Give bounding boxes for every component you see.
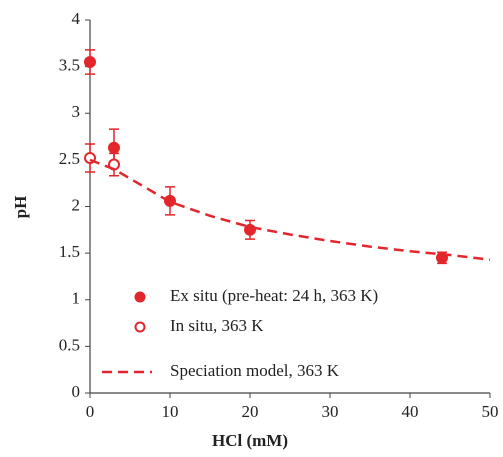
x-axis-label: HCl (mM) [212, 431, 288, 450]
x-tick-label: 0 [86, 402, 95, 421]
y-tick-label: 4 [72, 9, 81, 28]
x-tick-label: 30 [322, 402, 339, 421]
legend-label: Ex situ (pre-heat: 24 h, 363 K) [170, 286, 378, 305]
data-point [164, 194, 176, 207]
y-tick-label: 3 [72, 102, 81, 121]
x-tick-label: 40 [402, 402, 419, 421]
legend-label: Speciation model, 363 K [170, 361, 340, 380]
y-tick-label: 0.5 [59, 335, 80, 354]
y-tick-label: 2 [72, 195, 81, 214]
data-point [84, 55, 96, 68]
legend-label: In situ, 363 K [170, 316, 264, 335]
x-tick-label: 50 [482, 402, 499, 421]
data-point [244, 223, 256, 236]
x-tick-label: 20 [242, 402, 259, 421]
y-tick-label: 0 [72, 382, 81, 401]
x-tick-label: 10 [162, 402, 179, 421]
y-tick-label: 1.5 [59, 242, 80, 261]
model-line [89, 158, 491, 261]
y-tick-label: 3.5 [59, 56, 80, 75]
y-tick-label: 2.5 [59, 149, 80, 168]
legend-marker [134, 291, 146, 303]
y-tick-label: 1 [72, 289, 81, 308]
y-axis-label: pH [11, 196, 30, 219]
legend-marker [134, 321, 146, 333]
data-point [108, 141, 120, 154]
